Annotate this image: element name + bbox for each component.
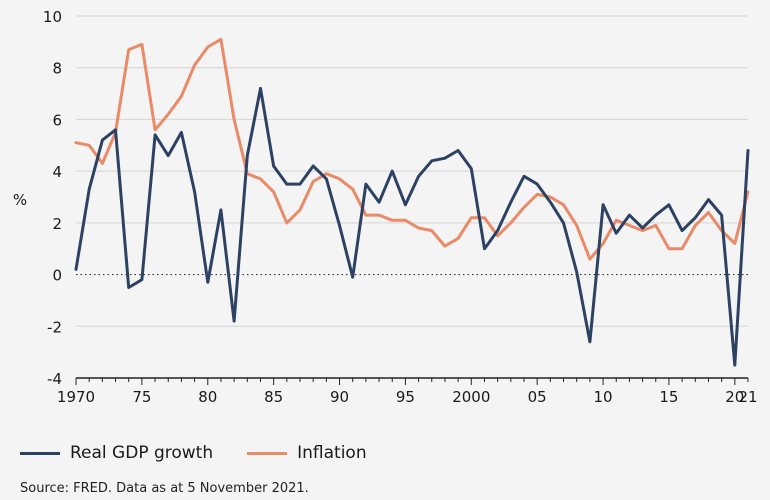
series-line-real-gdp-growth bbox=[74, 86, 750, 367]
gridlines bbox=[76, 15, 748, 379]
x-tick-label: 21 bbox=[738, 388, 757, 406]
y-tick-label: -4 bbox=[47, 370, 62, 388]
x-tick-label: 75 bbox=[132, 388, 151, 406]
x-tick-label: 05 bbox=[528, 388, 547, 406]
legend-label-inflation: Inflation bbox=[297, 443, 367, 463]
source-note: Source: FRED. Data as at 5 November 2021… bbox=[20, 481, 309, 496]
y-axis-label: % bbox=[13, 191, 27, 209]
x-ticks bbox=[75, 378, 749, 385]
y-tick-label: 0 bbox=[52, 267, 62, 285]
y-tick-label: 6 bbox=[52, 111, 62, 129]
line-chart: 1970 75 80 85 90 95 2000 05 10 15 2021 -4 -2 0 2 4 6 8 10… bbox=[13, 8, 758, 406]
x-tick-label: 20 bbox=[725, 388, 744, 406]
y-tick-label: -2 bbox=[47, 318, 62, 336]
legend-item-gdp: Real GDP growth bbox=[20, 443, 213, 463]
y-tick-label: 2 bbox=[52, 215, 62, 233]
y-tick-labels: -4 -2 0 2 4 6 8 10 bbox=[43, 8, 62, 388]
y-tick-label: 10 bbox=[43, 8, 62, 26]
x-tick-label: 15 bbox=[659, 388, 678, 406]
x-tick-label: 2000 bbox=[452, 388, 490, 406]
legend: Real GDP growth Inflation bbox=[20, 443, 401, 463]
x-tick-labels: 1970 75 80 85 90 95 2000 05 10 15 2021 bbox=[57, 388, 758, 406]
series-line-inflation bbox=[74, 37, 750, 261]
x-tick-label: 85 bbox=[264, 388, 283, 406]
legend-swatch-inflation bbox=[247, 451, 288, 455]
x-tick-label: 80 bbox=[198, 388, 217, 406]
x-tick-label: 90 bbox=[330, 388, 349, 406]
legend-item-inflation: Inflation bbox=[247, 443, 367, 463]
legend-swatch-gdp bbox=[20, 451, 60, 455]
y-tick-label: 4 bbox=[52, 163, 62, 181]
x-tick-label: 10 bbox=[594, 388, 613, 406]
series-layer bbox=[74, 37, 750, 367]
x-tick-label: 1970 bbox=[57, 388, 95, 406]
legend-label-gdp: Real GDP growth bbox=[70, 443, 214, 463]
x-tick-label: 95 bbox=[396, 388, 415, 406]
y-tick-label: 8 bbox=[52, 60, 62, 78]
